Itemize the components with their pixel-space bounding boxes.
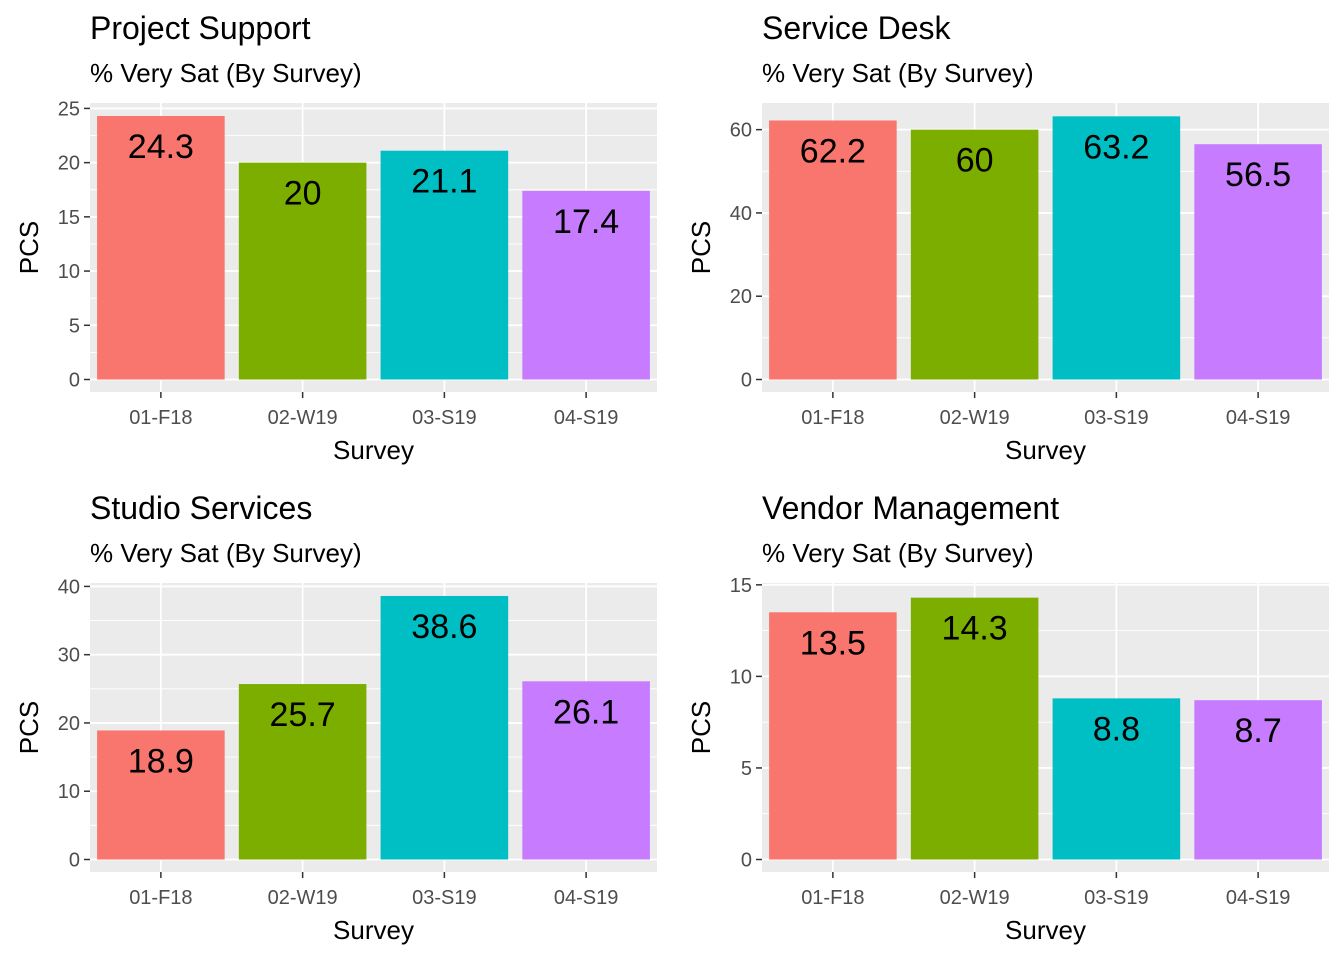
x-tick-label: 03-S19 [1084, 887, 1149, 909]
y-tick-label: 5 [69, 315, 80, 337]
y-axis-label: PCS [686, 221, 716, 274]
x-tick-label: 01-F18 [129, 407, 192, 429]
bar-04-S19 [1194, 144, 1322, 380]
data-label: 63.2 [1083, 128, 1149, 166]
chart-subtitle: % Very Sat (By Survey) [762, 58, 1034, 88]
y-tick-label: 0 [741, 850, 752, 872]
y-tick-label: 15 [730, 575, 752, 597]
bar-02-W19 [238, 684, 367, 860]
chart-panel-studio-services: Studio Services % Very Sat (By Survey) 1… [0, 480, 672, 960]
data-label: 13.5 [800, 624, 866, 662]
y-tick-label: 20 [730, 286, 752, 308]
x-tick-label: 04-S19 [554, 887, 619, 909]
x-tick-label: 02-W19 [268, 407, 338, 429]
x-axis-label: Survey [333, 915, 414, 945]
data-label: 24.3 [128, 128, 194, 166]
bar-01-F18 [769, 120, 897, 380]
x-tick-label: 02-W19 [940, 407, 1010, 429]
chart-panel-project-support: Project Support % Very Sat (By Survey) 2… [0, 0, 672, 480]
y-tick-label: 40 [730, 203, 752, 225]
y-tick-label: 40 [58, 576, 80, 598]
data-label: 8.7 [1234, 712, 1281, 750]
bar-01-F18 [769, 612, 897, 860]
y-tick-label: 10 [58, 261, 80, 283]
y-tick-label: 0 [741, 370, 752, 392]
bar-chart: 13.5 14.3 8.8 8.7 0 5 10 15 01-F18 02-W19 03-S19 04… [686, 575, 1329, 945]
bar-03-S19 [380, 595, 509, 860]
chart-title: Vendor Management [762, 490, 1060, 526]
x-axis-label: Survey [333, 435, 414, 465]
bar-02-W19 [238, 162, 367, 380]
data-label: 18.9 [128, 742, 194, 780]
y-axis-label: PCS [686, 701, 716, 754]
y-tick-label: 0 [69, 850, 80, 872]
y-tick-label: 0 [69, 370, 80, 392]
x-tick-label: 04-S19 [554, 407, 619, 429]
y-tick-label: 10 [730, 666, 752, 688]
y-tick-label: 30 [58, 645, 80, 667]
data-label: 60 [956, 142, 994, 180]
y-tick-label: 60 [730, 120, 752, 142]
bar-chart: 62.2 60 63.2 56.5 0 20 40 60 01-F18 02-W19 03-S19 0… [686, 103, 1329, 465]
bar-01-F18 [97, 730, 225, 860]
data-label: 17.4 [553, 203, 619, 241]
y-axis-label: PCS [14, 221, 44, 274]
data-label: 21.1 [411, 163, 477, 201]
y-tick-label: 10 [58, 781, 80, 803]
bar-04-S19 [522, 190, 650, 380]
x-tick-label: 01-F18 [801, 407, 864, 429]
y-axis-label: PCS [14, 701, 44, 754]
chart-subtitle: % Very Sat (By Survey) [90, 58, 362, 88]
y-tick-label: 20 [58, 153, 80, 175]
x-tick-label: 04-S19 [1226, 407, 1291, 429]
x-tick-label: 03-S19 [412, 887, 477, 909]
chart-title: Project Support [90, 10, 311, 46]
chart-subtitle: % Very Sat (By Survey) [90, 538, 362, 568]
bar-01-F18 [97, 116, 225, 380]
y-tick-label: 25 [58, 98, 80, 120]
x-tick-label: 01-F18 [129, 887, 192, 909]
chart-panel-vendor-management: Vendor Management % Very Sat (By Survey)… [672, 480, 1344, 960]
bar-02-W19 [910, 597, 1039, 860]
x-tick-label: 01-F18 [801, 887, 864, 909]
bar-03-S19 [1052, 698, 1181, 860]
data-label: 62.2 [800, 132, 866, 170]
y-tick-label: 20 [58, 713, 80, 735]
x-tick-label: 03-S19 [412, 407, 477, 429]
data-label: 56.5 [1225, 156, 1291, 194]
y-tick-label: 15 [58, 207, 80, 229]
data-label: 25.7 [270, 696, 336, 734]
bar-04-S19 [522, 681, 650, 860]
bar-chart: 18.9 25.7 38.6 26.1 0 10 20 30 40 01-F18 02-W19 03-… [14, 576, 657, 945]
data-label: 38.6 [411, 608, 477, 646]
x-axis-label: Survey [1005, 435, 1086, 465]
chart-title: Service Desk [762, 10, 951, 46]
bar-04-S19 [1194, 700, 1322, 860]
x-tick-label: 02-W19 [268, 887, 338, 909]
data-label: 8.8 [1093, 710, 1140, 748]
x-tick-label: 02-W19 [940, 887, 1010, 909]
y-tick-label: 5 [741, 758, 752, 780]
data-label: 26.1 [553, 693, 619, 731]
x-axis-label: Survey [1005, 915, 1086, 945]
chart-panel-service-desk: Service Desk % Very Sat (By Survey) 62.2… [672, 0, 1344, 480]
bar-chart: 24.3 20 21.1 17.4 0 5 10 15 20 25 01-F18 02-W19 03-S… [14, 98, 657, 465]
bar-03-S19 [380, 150, 509, 380]
chart-title: Studio Services [90, 490, 313, 526]
x-tick-label: 03-S19 [1084, 407, 1149, 429]
bar-03-S19 [1052, 116, 1181, 380]
bar-02-W19 [910, 129, 1039, 380]
data-label: 20 [284, 175, 322, 213]
x-tick-label: 04-S19 [1226, 887, 1291, 909]
chart-subtitle: % Very Sat (By Survey) [762, 538, 1034, 568]
data-label: 14.3 [942, 610, 1008, 648]
